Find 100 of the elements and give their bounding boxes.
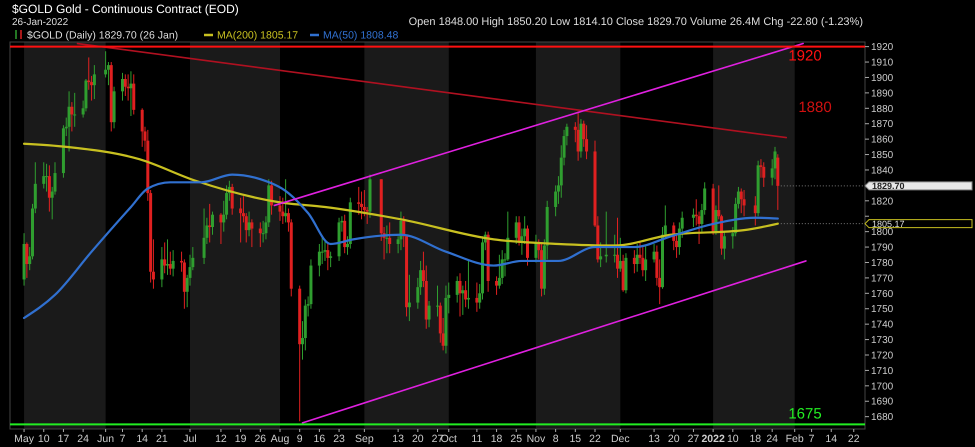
chart-subtitle: 26-Jan-2022: [12, 17, 69, 28]
candlestick: [284, 178, 288, 223]
y-tick-label: 1790: [871, 242, 894, 254]
y-tick-label: 1860: [871, 134, 894, 146]
candlestick: [466, 260, 470, 310]
x-tick-label: 17: [58, 433, 70, 445]
candlestick: [408, 274, 411, 322]
line-series: [22, 174, 779, 320]
x-tick-label: 14: [825, 433, 838, 445]
candlestick: [140, 108, 144, 148]
x-tick-label: 25: [510, 433, 522, 445]
candlestick: [388, 222, 392, 254]
candlestick: [202, 208, 206, 265]
candlestick: [73, 92, 76, 128]
x-tick-label: 13: [392, 433, 404, 445]
candlestick: [248, 211, 251, 237]
x-tick-label: Sep: [355, 433, 374, 445]
candlestick: [219, 212, 222, 244]
candlestick: [360, 191, 364, 220]
y-tick-label: 1730: [871, 335, 894, 346]
candlestick: [166, 238, 169, 276]
candlestick: [329, 251, 332, 268]
x-tick-label: Nov: [526, 433, 546, 445]
candlestick: [92, 64, 96, 100]
candlestick: [126, 74, 130, 102]
candlestick: [172, 250, 175, 277]
candlestick: [239, 197, 242, 243]
candlestick: [692, 208, 695, 228]
x-tick-label: Jul: [183, 433, 197, 445]
y-tick-label: 1850: [871, 150, 894, 162]
x-tick-label: 13: [648, 433, 660, 445]
y-tick-label: 1900: [871, 72, 894, 84]
chart-title: $GOLD Gold - Continuous Contract (EOD): [12, 2, 239, 16]
x-tick-label: 23: [333, 433, 346, 445]
candlestick: [25, 242, 28, 278]
candlestick: [461, 285, 464, 316]
y-tick-label: 1750: [871, 304, 894, 316]
ref-line-label: 1675: [788, 405, 822, 422]
y-tick-label: 1890: [871, 88, 894, 100]
candlestick: [464, 280, 468, 308]
y-tick-label: 1820: [871, 196, 894, 208]
candlestick: [278, 196, 282, 222]
candlestick: [644, 245, 648, 282]
candlestick: [124, 74, 127, 96]
candlestick: [428, 300, 431, 328]
candlestick: [613, 234, 616, 263]
x-tick-label: 27: [688, 433, 700, 445]
candlestick: [250, 218, 254, 248]
y-tick-label: 1870: [871, 119, 894, 130]
x-tick-label: 8: [552, 433, 559, 445]
y-tick-label: 1740: [871, 320, 894, 331]
candlestick: [456, 276, 459, 304]
legend-label: $GOLD (Daily) 1829.70 (26 Jan): [27, 30, 178, 42]
candlestick: [129, 70, 132, 117]
x-tick-label: May: [14, 433, 35, 445]
candlestick: [740, 188, 743, 214]
x-tick-label: 10: [726, 433, 739, 445]
candlestick: [326, 243, 330, 271]
y-tick-label: 1690: [871, 396, 894, 408]
x-tick-label: 18: [490, 433, 503, 445]
y-tick-label: 1840: [871, 165, 894, 176]
x-tick-label: 21: [156, 433, 168, 445]
candlestick: [357, 186, 360, 216]
candlestick: [42, 162, 46, 189]
candlestick: [436, 285, 439, 317]
candlestick: [762, 162, 766, 188]
annotation: 1880: [798, 99, 832, 116]
candlestick: [70, 102, 74, 132]
y-tick-label: 1920: [871, 42, 894, 54]
y-tick-label: 1910: [871, 58, 894, 69]
y-tick-label: 1780: [871, 258, 894, 269]
candlestick: [495, 276, 498, 296]
x-tick-label: 22: [589, 433, 601, 445]
candlestick: [599, 242, 602, 268]
candlestick: [163, 242, 166, 274]
ref-line-label: 1920: [788, 48, 822, 65]
candlestick: [45, 163, 48, 192]
x-tick-label: Jun: [97, 433, 114, 445]
x-tick-label: 11: [471, 433, 482, 445]
x-tick-label: 16: [314, 433, 326, 445]
candlestick: [208, 203, 212, 243]
candlestick: [458, 272, 462, 317]
x-tick-label: 24: [766, 433, 778, 445]
candlestick: [498, 254, 501, 290]
x-tick-label: 22: [848, 433, 860, 445]
x-tick-label: 20: [668, 433, 680, 445]
candlestick: [121, 72, 124, 102]
x-tick-label: 26: [254, 433, 266, 445]
x-tick-label: 20: [412, 433, 424, 445]
y-tick-label: 1880: [871, 104, 894, 115]
legend-label: MA(200) 1805.17: [217, 30, 298, 42]
legend-label: MA(50) 1808.48: [323, 30, 398, 42]
candlestick: [742, 190, 746, 217]
line-series: [22, 142, 779, 247]
text: Open 1848.00 High 1850.20 Low 1814.10 Close 1829.70 Volume 26.4M Chg -22.80 (-1.23%): [408, 16, 863, 28]
annotation: 1829.70: [872, 181, 905, 192]
x-tick-label: 9: [296, 433, 303, 445]
y-tick-label: 1720: [871, 350, 894, 362]
x-tick-label: 19: [234, 433, 247, 445]
candlestick: [518, 216, 521, 246]
